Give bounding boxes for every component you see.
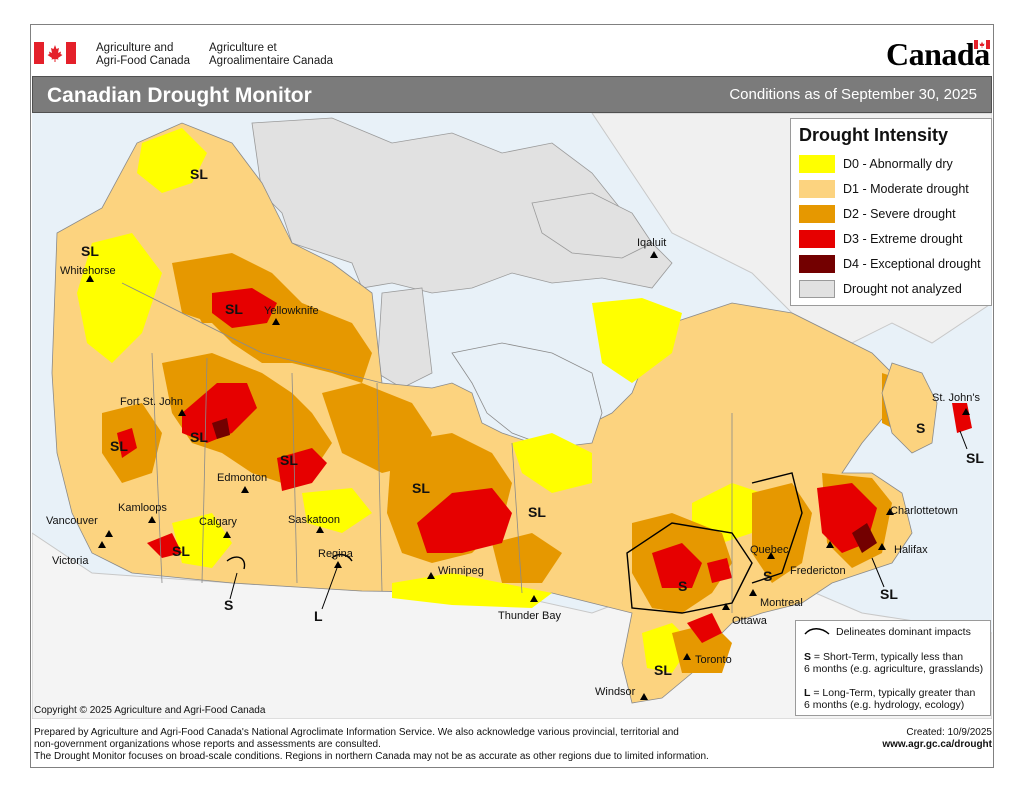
copyright: Copyright © 2025 Agriculture and Agri-Fo… [34, 705, 266, 716]
legend-swatch-d0 [799, 155, 835, 173]
city-label-winnipeg: Winnipeg [438, 565, 484, 577]
legend-swatch-d3 [799, 230, 835, 248]
province-boundaries [121, 282, 733, 613]
drought-intensity-legend: Drought Intensity D0 - Abnormally dry D1… [790, 118, 992, 306]
city-label-ottawa: Ottawa [732, 615, 768, 627]
impacts-short-term-detail: 6 months (e.g. agriculture, grasslands) [804, 663, 984, 675]
d3-areas [117, 288, 972, 643]
legend-item-d3: D3 - Extreme drought [799, 228, 989, 250]
impact-code-sl-yukon-north: SL [190, 166, 208, 182]
city-markers [86, 251, 970, 700]
d4-areas [212, 418, 877, 553]
impact-code-sl-ontario-north: SL [528, 504, 546, 520]
hudson-bay [451, 342, 603, 449]
legend-item-d4: D4 - Exceptional drought [799, 253, 989, 275]
delineation-line-icon [804, 628, 830, 635]
impact-code-s-alberta: S [224, 597, 233, 613]
city-label-calgary: Calgary [199, 516, 237, 528]
city-label-st-johns: St. John's [932, 392, 980, 404]
city-label-halifax: Halifax [894, 544, 928, 556]
conditions-date: Conditions as of September 30, 2025 [729, 86, 977, 103]
legend-swatch-d2 [799, 205, 835, 223]
impact-code-s-ontario: S [678, 578, 687, 594]
impact-code-sl-manitoba: SL [412, 480, 430, 496]
wordmark-flag-icon [974, 40, 990, 49]
city-label-regina: Regina [318, 548, 354, 560]
legend-item-not-analyzed: Drought not analyzed [799, 278, 989, 300]
impact-code-sl-bc-north: SL [110, 438, 128, 454]
created-date: Created: 10/9/2025 [906, 727, 992, 738]
map-frame [30, 24, 994, 768]
city-label-fredericton: Fredericton [790, 565, 846, 577]
legend-title: Drought Intensity [799, 125, 948, 145]
city-label-whitehorse: Whitehorse [60, 265, 116, 277]
canada-flag-icon [34, 42, 76, 64]
page-title: Canadian Drought Monitor [47, 84, 312, 107]
impact-code-sl-yellowknife: SL [225, 301, 243, 317]
impacts-short-term: S = Short-Term, typically less than [804, 651, 964, 663]
city-label-toronto: Toronto [695, 654, 732, 666]
city-label-vancouver: Vancouver [46, 515, 98, 527]
city-label-charlottetown: Charlottetown [890, 505, 958, 517]
impact-delineations [226, 472, 803, 614]
city-label-victoria: Victoria [52, 555, 89, 567]
created-info: Created: 10/9/2025 www.agr.gc.ca/drought [882, 727, 992, 751]
impacts-legend: Delineates dominant impacts S = Short-Te… [795, 620, 991, 716]
title-bar: Canadian Drought Monitor Conditions as o… [32, 76, 992, 113]
impact-code-s-newfoundland: S [916, 420, 925, 436]
legend-swatch-not-analyzed [799, 280, 835, 298]
impacts-long-term-detail: 6 months (e.g. hydrology, ecology) [804, 699, 965, 711]
impact-code-l-regina: L [314, 608, 323, 624]
footer-notes: Prepared by Agriculture and Agri-Food Ca… [34, 727, 709, 762]
impact-code-sl-alberta: SL [280, 452, 298, 468]
city-label-montreal: Montreal [760, 597, 803, 609]
legend-item-d0: D0 - Abnormally dry [799, 153, 989, 175]
legend-swatch-d1 [799, 180, 835, 198]
impacts-delineates: Delineates dominant impacts [836, 626, 971, 638]
impact-code-sl-newfoundland: SL [966, 450, 984, 466]
city-label-edmonton: Edmonton [217, 472, 267, 484]
impact-code-sl-ontario-south: SL [654, 662, 672, 678]
d0-areas [77, 128, 762, 673]
dept-name-en: Agriculture and Agri-Food Canada [96, 42, 190, 67]
newfoundland [881, 362, 938, 454]
impact-code-sl-fort-st-john: SL [190, 429, 208, 445]
dept-name-fr: Agriculture et Agroalimentaire Canada [209, 42, 334, 67]
city-label-saskatoon: Saskatoon [288, 514, 340, 526]
legend-swatch-d4 [799, 255, 835, 273]
nunavut-mainland-not-analyzed [376, 287, 433, 389]
impacts-long-term: L = Long-Term, typically greater than [804, 687, 976, 699]
impact-code-sl-maritimes: SL [880, 586, 898, 602]
drought-url[interactable]: www.agr.gc.ca/drought [882, 739, 992, 750]
code-leader-lines [229, 430, 968, 610]
city-label-thunder-bay: Thunder Bay [498, 610, 561, 622]
city-label-quebec: Quebec [750, 544, 789, 556]
legend-item-d2: D2 - Severe drought [799, 203, 989, 225]
baffin-island-not-analyzed [531, 192, 653, 259]
legend-item-d1: D1 - Moderate drought [799, 178, 989, 200]
city-label-fort-st-john: Fort St. John [120, 396, 183, 408]
city-label-yellowknife: Yellowknife [264, 305, 319, 317]
impact-code-s-quebec: S [763, 568, 772, 584]
canada-wordmark: Canada [886, 36, 990, 72]
city-label-iqaluit: Iqaluit [637, 237, 666, 249]
impact-code-sl-bc-south: SL [172, 543, 190, 559]
city-label-windsor: Windsor [595, 686, 636, 698]
impact-code-sl-whitehorse: SL [81, 243, 99, 259]
city-label-kamloops: Kamloops [118, 502, 167, 514]
